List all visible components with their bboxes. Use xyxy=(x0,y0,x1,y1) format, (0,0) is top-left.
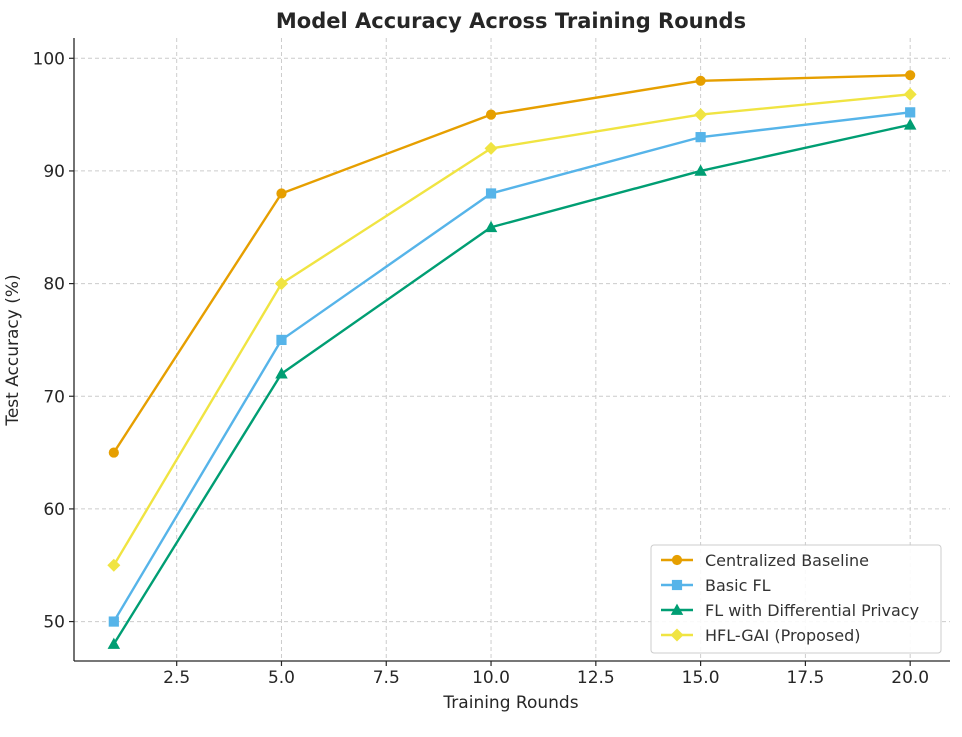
x-axis-label: Training Rounds xyxy=(442,693,578,713)
legend-marker xyxy=(671,579,683,591)
legend-box xyxy=(650,544,942,654)
x-tick-label: 20.0 xyxy=(891,668,929,688)
legend-item: FL with Differential Privacy xyxy=(661,601,919,620)
data-point xyxy=(695,132,706,143)
legend-label: HFL-GAI (Proposed) xyxy=(705,626,861,645)
legend-marker xyxy=(671,554,683,566)
data-point xyxy=(905,107,916,118)
y-tick-label: 50 xyxy=(43,613,65,633)
legend-marker xyxy=(670,628,684,642)
data-point xyxy=(276,334,287,346)
data-point xyxy=(694,164,707,176)
x-tick-label: 10.0 xyxy=(472,668,510,688)
data-point xyxy=(484,220,498,233)
x-tick-label: 2.5 xyxy=(163,668,190,688)
legend-label: FL with Differential Privacy xyxy=(705,601,919,620)
data-point xyxy=(107,637,121,649)
y-tick-label: 80 xyxy=(43,275,65,295)
data-point xyxy=(108,447,119,458)
x-tick-label: 17.5 xyxy=(786,668,824,688)
legend: Centralized Baseline Basic FL FL with Diff… xyxy=(650,544,942,654)
data-point xyxy=(903,87,917,101)
data-series xyxy=(107,70,917,649)
data-point xyxy=(694,108,708,122)
data-point xyxy=(107,558,121,572)
axes: 2.5 5.0 7.5 10.0 12.5 15.0 17.5 20.0 50 60 70 80 90 1… xyxy=(33,38,950,688)
legend-label: Centralized Baseline xyxy=(705,551,869,570)
series-line xyxy=(112,93,911,566)
data-point xyxy=(274,277,288,291)
y-axis-label: Test Accuracy (%) xyxy=(3,274,23,426)
data-point xyxy=(276,188,287,199)
data-point xyxy=(903,118,917,130)
data-point xyxy=(108,616,119,627)
series-hfl-gai-proposed xyxy=(107,87,917,572)
legend-item: Basic FL xyxy=(661,576,771,595)
x-tick-label: 12.5 xyxy=(577,668,615,688)
y-tick-label: 60 xyxy=(43,500,65,520)
y-tick-label: 90 xyxy=(43,162,65,182)
data-point xyxy=(484,141,498,155)
y-tick-label: 100 xyxy=(33,49,65,69)
x-tick-label: 15.0 xyxy=(682,668,720,688)
legend-marker xyxy=(670,603,684,615)
y-tick-label: 70 xyxy=(43,387,65,407)
data-point xyxy=(905,70,916,81)
legend-item: Centralized Baseline xyxy=(661,551,869,570)
legend-item: HFL-GAI (Proposed) xyxy=(661,626,861,645)
data-point xyxy=(485,109,497,120)
series-basic-fl xyxy=(108,107,916,627)
chart-title: Model Accuracy Across Training Rounds xyxy=(276,9,746,33)
series-centralized-baseline xyxy=(108,70,916,458)
data-point xyxy=(695,75,706,86)
legend-label: Basic FL xyxy=(705,576,771,595)
x-tick-label: 5.0 xyxy=(268,668,295,688)
data-point xyxy=(275,367,288,379)
data-point xyxy=(485,188,497,199)
x-tick-label: 7.5 xyxy=(373,668,400,688)
series-fl-with-differential-privacy xyxy=(107,118,917,649)
